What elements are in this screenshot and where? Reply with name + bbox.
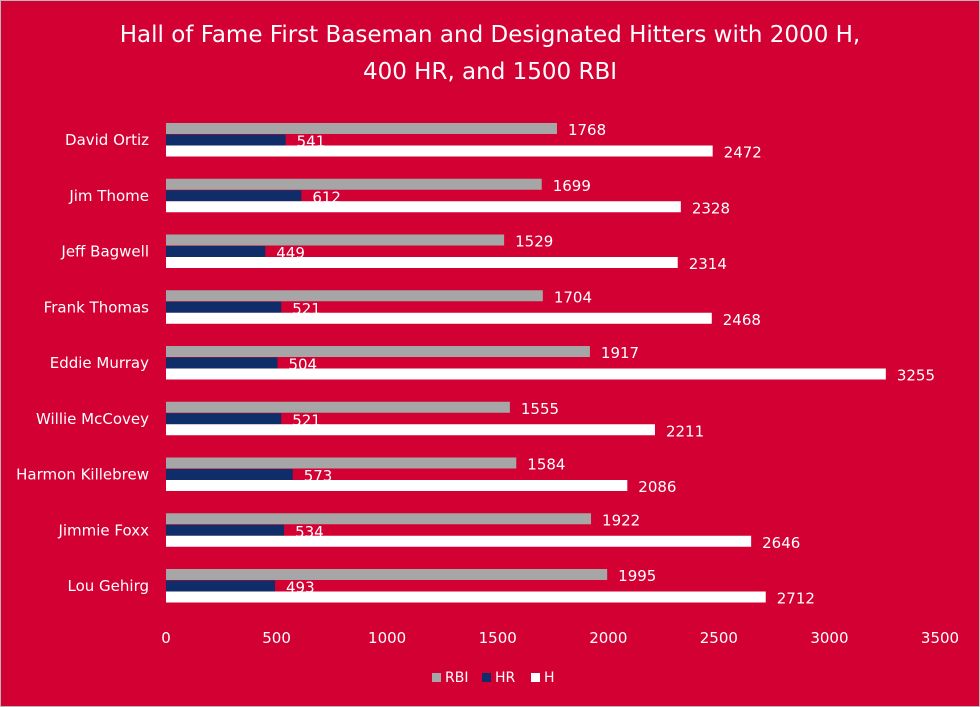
bar-rbi-david-ortiz bbox=[166, 123, 557, 134]
bar-h-willie-mccovey bbox=[166, 424, 655, 436]
category-label-jeff-bagwell: Jeff Bagwell bbox=[60, 243, 149, 261]
data-label-rbi-willie-mccovey: 1555 bbox=[521, 400, 559, 418]
bar-hr-jim-thome bbox=[166, 190, 302, 202]
category-label-lou-gehirg: Lou Gehirg bbox=[68, 577, 150, 595]
bar-hr-willie-mccovey bbox=[166, 413, 282, 425]
data-label-h-willie-mccovey: 2211 bbox=[666, 422, 704, 440]
x-tick-label: 2000 bbox=[589, 629, 627, 647]
category-label-jimmie-foxx: Jimmie Foxx bbox=[57, 521, 149, 539]
x-tick-label: 1500 bbox=[479, 629, 517, 647]
data-label-rbi-frank-thomas: 1704 bbox=[554, 288, 592, 306]
data-label-h-lou-gehirg: 2712 bbox=[777, 590, 815, 608]
data-label-h-jeff-bagwell: 2314 bbox=[689, 255, 727, 273]
bar-rbi-willie-mccovey bbox=[166, 401, 510, 413]
data-label-rbi-david-ortiz: 1768 bbox=[568, 121, 606, 139]
bar-rbi-lou-gehirg bbox=[166, 569, 608, 580]
bar-hr-jimmie-foxx bbox=[166, 524, 285, 536]
bar-rbi-jim-thome bbox=[166, 178, 542, 190]
bar-hr-david-ortiz bbox=[166, 134, 286, 146]
data-label-h-eddie-murray: 3255 bbox=[897, 367, 935, 385]
chart-subtitle: 400 HR, and 1500 RBI bbox=[362, 59, 618, 85]
data-label-rbi-lou-gehirg: 1995 bbox=[618, 567, 656, 585]
category-label-david-ortiz: David Ortiz bbox=[65, 131, 149, 149]
bar-rbi-jeff-bagwell bbox=[166, 234, 505, 246]
chart-title-block: Hall of Fame First Baseman and Designate… bbox=[1, 17, 979, 91]
data-label-rbi-jeff-bagwell: 1529 bbox=[515, 233, 553, 251]
bar-h-jimmie-foxx bbox=[166, 535, 752, 547]
bar-hr-jeff-bagwell bbox=[166, 246, 266, 257]
data-label-h-jimmie-foxx: 2646 bbox=[762, 534, 800, 552]
bar-hr-lou-gehirg bbox=[166, 580, 276, 592]
data-label-rbi-eddie-murray: 1917 bbox=[601, 344, 639, 362]
legend-label-h: H bbox=[544, 670, 555, 686]
bar-h-eddie-murray bbox=[166, 368, 886, 380]
category-label-eddie-murray: Eddie Murray bbox=[50, 354, 149, 372]
bar-h-jeff-bagwell bbox=[166, 257, 678, 268]
x-tick-label: 3000 bbox=[810, 629, 848, 647]
category-label-frank-thomas: Frank Thomas bbox=[44, 298, 150, 316]
legend-label-hr: HR bbox=[495, 670, 516, 686]
data-label-h-jim-thome: 2328 bbox=[692, 199, 730, 217]
x-tick-label: 500 bbox=[262, 629, 291, 647]
legend-swatch-hr bbox=[482, 673, 491, 682]
data-label-h-david-ortiz: 2472 bbox=[724, 144, 762, 162]
data-label-rbi-jimmie-foxx: 1922 bbox=[602, 511, 640, 529]
data-label-rbi-jim-thome: 1699 bbox=[553, 177, 591, 195]
category-label-jim-thome: Jim Thome bbox=[68, 187, 149, 205]
x-tick-label: 3500 bbox=[921, 629, 959, 647]
bar-h-harmon-killebrew bbox=[166, 480, 628, 491]
category-label-harmon-killebrew: Harmon Killebrew bbox=[16, 466, 149, 484]
bar-hr-harmon-killebrew bbox=[166, 469, 293, 480]
bar-rbi-frank-thomas bbox=[166, 290, 543, 302]
x-tick-label: 1000 bbox=[368, 629, 406, 647]
bar-h-david-ortiz bbox=[166, 145, 713, 157]
x-tick-label: 2500 bbox=[700, 629, 738, 647]
data-label-h-harmon-killebrew: 2086 bbox=[638, 478, 676, 496]
bar-h-frank-thomas bbox=[166, 312, 712, 324]
category-label-willie-mccovey: Willie McCovey bbox=[36, 410, 149, 428]
legend-swatch-rbi bbox=[432, 673, 441, 682]
x-tick-label: 0 bbox=[161, 629, 171, 647]
bar-hr-frank-thomas bbox=[166, 301, 282, 313]
bar-rbi-harmon-killebrew bbox=[166, 457, 517, 469]
data-label-rbi-harmon-killebrew: 1584 bbox=[527, 456, 565, 474]
legend-swatch-h bbox=[531, 673, 540, 682]
bar-hr-eddie-murray bbox=[166, 357, 278, 369]
bar-h-lou-gehirg bbox=[166, 591, 766, 603]
bar-h-jim-thome bbox=[166, 201, 681, 213]
data-label-h-frank-thomas: 2468 bbox=[723, 311, 761, 329]
bar-rbi-jimmie-foxx bbox=[166, 513, 592, 525]
chart-title: Hall of Fame First Baseman and Designate… bbox=[119, 22, 861, 48]
bar-rbi-eddie-murray bbox=[166, 346, 590, 357]
legend-label-rbi: RBI bbox=[445, 670, 468, 686]
